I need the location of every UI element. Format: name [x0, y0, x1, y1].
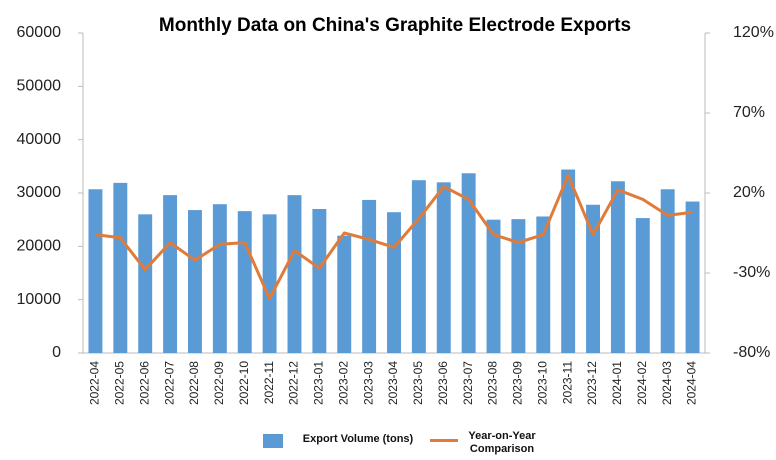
bar	[536, 216, 551, 353]
x-tick-label: 2023-04	[386, 361, 400, 405]
bar	[187, 210, 202, 353]
bar	[660, 189, 675, 353]
x-tick-label: 2022-07	[162, 361, 176, 405]
x-tick-label: 2023-11	[560, 361, 574, 404]
x-tick-label: 2024-01	[610, 361, 624, 405]
bar	[113, 182, 128, 353]
x-tick-label: 2023-03	[361, 361, 375, 405]
bar	[436, 182, 451, 353]
x-tick-label: 2023-12	[585, 361, 599, 405]
x-tick-label: 2023-07	[461, 361, 475, 405]
bar	[586, 204, 601, 353]
bar	[635, 218, 650, 353]
y2-tick-label: 20%	[733, 184, 765, 201]
bar	[88, 189, 103, 353]
bar	[237, 211, 252, 353]
x-tick-label: 2022-05	[112, 361, 126, 405]
bar	[362, 199, 377, 353]
x-tick-label: 2024-02	[635, 361, 649, 405]
x-tick-label: 2023-10	[535, 361, 549, 405]
y-tick-label: 40000	[17, 131, 62, 148]
bar	[138, 214, 153, 353]
bar	[163, 195, 178, 353]
y-tick-label: 50000	[17, 78, 62, 95]
x-tick-label: 2022-10	[237, 361, 251, 405]
x-tick-label: 2023-02	[336, 361, 350, 405]
x-tick-label: 2023-06	[436, 361, 450, 405]
x-tick-label: 2024-03	[660, 361, 674, 405]
y-tick-label: 0	[52, 344, 61, 361]
bar	[511, 219, 526, 353]
y-tick-label: 20000	[17, 238, 62, 255]
bar	[561, 169, 576, 353]
y2-tick-label: 70%	[733, 104, 765, 121]
x-tick-label: 2022-08	[187, 361, 201, 405]
bar	[610, 181, 625, 353]
y-tick-label: 60000	[17, 24, 62, 41]
y2-tick-label: 120%	[733, 24, 774, 41]
legend-label: Year-on-Year Comparison	[468, 430, 536, 455]
y-tick-label: 10000	[17, 291, 62, 308]
x-tick-label: 2023-01	[312, 361, 326, 405]
x-tick-label: 2022-06	[137, 361, 151, 405]
bar	[212, 204, 227, 353]
chart-title: Monthly Data on China's Graphite Electro…	[159, 15, 631, 36]
bar	[411, 180, 426, 353]
bar	[685, 201, 700, 353]
x-tick-label: 2022-11	[262, 361, 276, 404]
bar	[486, 219, 501, 353]
x-tick-label: 2022-09	[212, 361, 226, 405]
y2-tick-label: -80%	[733, 344, 770, 361]
legend-label: Export Volume (tons)	[302, 433, 414, 445]
bar	[312, 209, 327, 353]
x-tick-label: 2024-04	[685, 361, 699, 405]
x-tick-label: 2022-04	[88, 361, 102, 405]
y2-tick-label: -30%	[733, 264, 770, 281]
legend-swatch-line	[430, 439, 458, 442]
x-tick-label: 2023-09	[511, 361, 525, 405]
x-tick-label: 2022-12	[287, 361, 301, 405]
bar	[262, 214, 277, 353]
x-tick-label: 2023-08	[486, 361, 500, 405]
line	[95, 173, 693, 301]
bar	[287, 195, 302, 353]
bar	[461, 173, 476, 353]
bar	[337, 235, 352, 353]
legend-swatch-bar	[263, 434, 283, 448]
bar	[387, 212, 401, 353]
y-tick-label: 30000	[17, 184, 62, 201]
x-tick-label: 2023-05	[411, 361, 425, 405]
